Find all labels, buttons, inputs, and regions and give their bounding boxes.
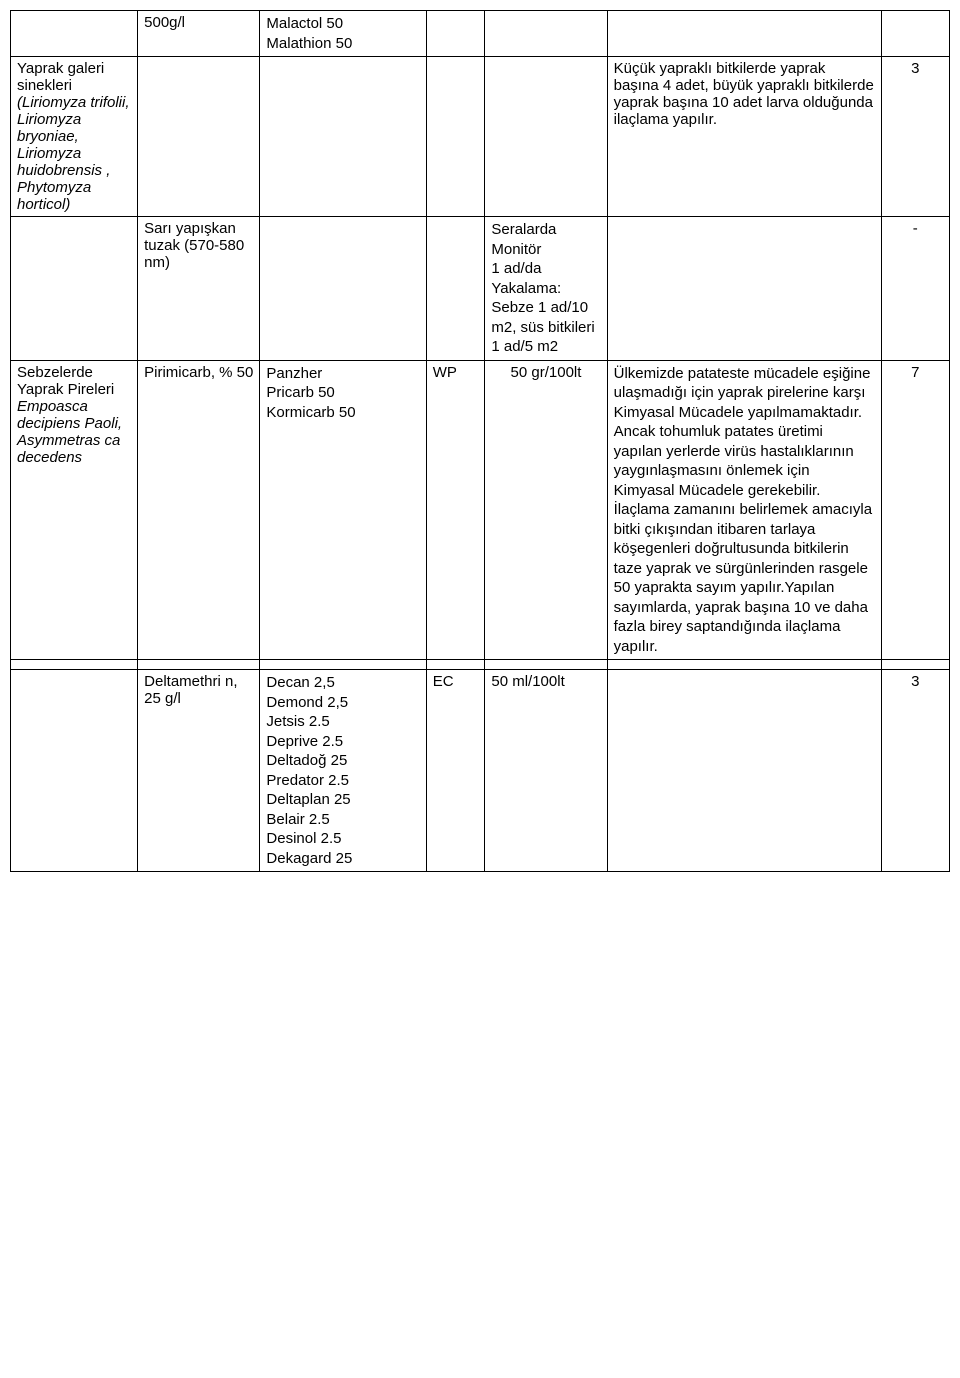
- cell-active: Sarı yapışkan tuzak (570-580 nm): [138, 217, 260, 361]
- cell-pest: Yaprak galeri sinekleri (Liriomyza trifo…: [11, 57, 138, 217]
- cell-active: Pirimicarb, % 50: [138, 360, 260, 660]
- cell-active: Deltamethri n, 25 g/l: [138, 670, 260, 872]
- cell-dose: [485, 57, 607, 217]
- pest-name: Sebzelerde Yaprak Pireleri: [17, 364, 114, 398]
- pest-latin: Empoasca decipiens Paoli, Asymmetras ca …: [17, 398, 122, 466]
- cell-note: [607, 11, 881, 57]
- table-row: 500g/l Malactol 50Malathion 50: [11, 11, 950, 57]
- cell-phi: 3: [881, 57, 950, 217]
- cell-phi: 7: [881, 360, 950, 660]
- cell-active: [138, 57, 260, 217]
- cell-product: Malactol 50Malathion 50: [260, 11, 426, 57]
- table-row: Sebzelerde Yaprak Pireleri Empoasca deci…: [11, 360, 950, 660]
- cell-phi: 3: [881, 670, 950, 872]
- pest-latin: (Liriomyza trifolii, Liriomyza bryoniae,…: [17, 94, 130, 213]
- cell-form: [426, 217, 485, 361]
- cell-form: WP: [426, 360, 485, 660]
- cell-pest: Sebzelerde Yaprak Pireleri Empoasca deci…: [11, 360, 138, 660]
- cell-product: [260, 217, 426, 361]
- cell-product: Decan 2,5Demond 2,5Jetsis 2.5Deprive 2.5…: [260, 670, 426, 872]
- cell-form: [426, 57, 485, 217]
- pesticide-table: 500g/l Malactol 50Malathion 50 Yaprak ga…: [10, 10, 950, 872]
- cell-dose: Seralarda Monitör1 ad/da Yakalama: Sebze…: [485, 217, 607, 361]
- cell-note: [607, 670, 881, 872]
- table-row: Yaprak galeri sinekleri (Liriomyza trifo…: [11, 57, 950, 217]
- cell-dose: 50 ml/100lt: [485, 670, 607, 872]
- cell-form: EC: [426, 670, 485, 872]
- cell-dose: [485, 11, 607, 57]
- cell-form: [426, 11, 485, 57]
- cell-product: PanzherPricarb 50Kormicarb 50: [260, 360, 426, 660]
- table-row: Sarı yapışkan tuzak (570-580 nm) Seralar…: [11, 217, 950, 361]
- cell-note: Ülkemizde patateste mücadele eşiğine ula…: [607, 360, 881, 660]
- pest-name: Yaprak galeri sinekleri: [17, 60, 104, 94]
- cell-pest: [11, 11, 138, 57]
- cell-phi: -: [881, 217, 950, 361]
- cell-pest: [11, 217, 138, 361]
- cell-pest: [11, 670, 138, 872]
- table-body: 500g/l Malactol 50Malathion 50 Yaprak ga…: [11, 11, 950, 872]
- cell-dose: 50 gr/100lt: [485, 360, 607, 660]
- cell-active: 500g/l: [138, 11, 260, 57]
- cell-note: Küçük yapraklı bitkilerde yaprak başına …: [607, 57, 881, 217]
- table-row: Deltamethri n, 25 g/l Decan 2,5Demond 2,…: [11, 670, 950, 872]
- cell-phi: [881, 11, 950, 57]
- cell-note: [607, 217, 881, 361]
- table-row-spacer: [11, 660, 950, 670]
- cell-product: [260, 57, 426, 217]
